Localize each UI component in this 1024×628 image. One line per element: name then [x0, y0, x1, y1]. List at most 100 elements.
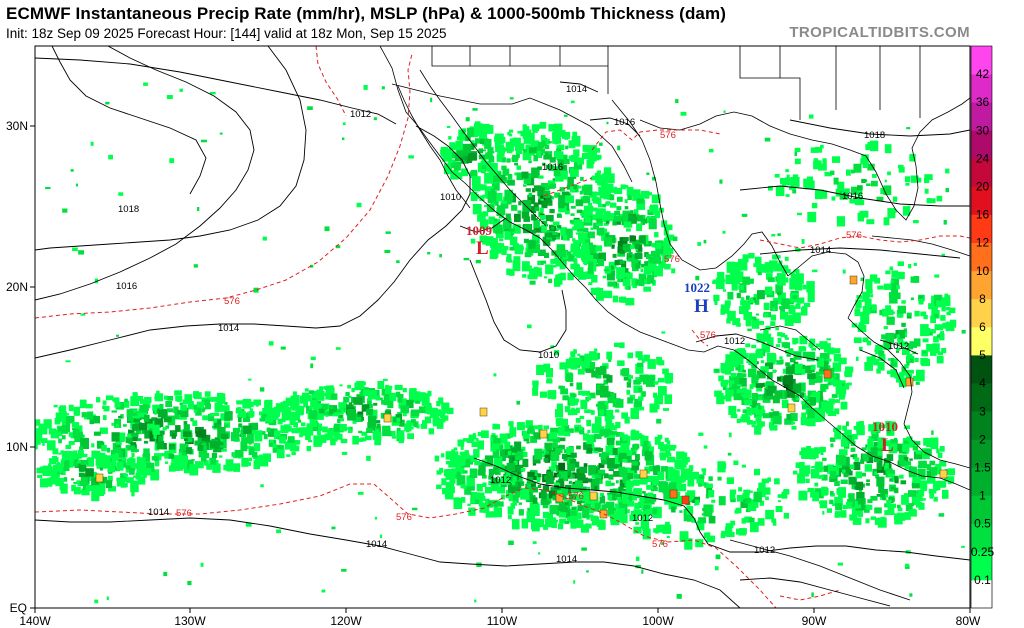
precip-cell [829, 437, 836, 442]
precip-cell [642, 491, 646, 494]
precip-cell [80, 437, 89, 449]
precip-cell [741, 518, 746, 524]
precip-cell [917, 465, 922, 469]
precip-cell [649, 403, 658, 413]
precip-cell [75, 437, 80, 441]
precip-cell [615, 503, 619, 507]
precip-cell [479, 138, 487, 144]
precip-cell [857, 513, 863, 517]
precip-cell [36, 467, 44, 474]
precip-core [939, 469, 948, 479]
precip-cell [339, 384, 343, 387]
precip-cell [396, 417, 400, 422]
precip-cell [183, 424, 190, 432]
precip-cell [531, 518, 535, 522]
precip-cell [559, 478, 564, 484]
precip-cell [834, 408, 840, 415]
precip-cell [814, 464, 820, 469]
precip-cell [580, 213, 584, 216]
precip-cell [769, 422, 775, 429]
precip-cell [738, 384, 742, 387]
precip-cell [180, 404, 187, 411]
precip-cell [529, 280, 536, 285]
precip-cell [740, 499, 748, 508]
precip-cell [721, 530, 727, 534]
precip-cell [579, 466, 588, 474]
precip-cell [514, 441, 522, 452]
precip-cell [783, 342, 790, 349]
precip-cell [728, 380, 735, 388]
precip-cell [633, 509, 642, 516]
contour-label-group: 1012 1014 1016 1018 1010 1016 1014 1018 … [116, 84, 909, 565]
precip-cell [450, 464, 455, 468]
lon-label: 120W [330, 614, 362, 628]
precip-cell [482, 482, 487, 487]
contour-label: 1016 [116, 281, 137, 292]
precip-cell [415, 400, 421, 404]
precip-cell [287, 440, 297, 449]
precip-cell [640, 193, 645, 199]
precip-cell [116, 461, 124, 471]
precip-cell [556, 474, 561, 478]
precip-cell [469, 468, 478, 478]
precip-cell [697, 242, 701, 246]
precip-cell [899, 377, 907, 388]
precip-cell [698, 432, 704, 436]
precip-cell [131, 434, 138, 442]
precip-cell [573, 580, 576, 584]
precip-cell [279, 445, 284, 450]
precip-cell [61, 470, 66, 475]
precip-cell [541, 137, 548, 145]
precip-cell [856, 492, 865, 501]
precip-cell [615, 409, 620, 413]
precip-cell [488, 475, 494, 480]
precip-cell [805, 302, 811, 307]
precip-cell [840, 510, 847, 518]
precip-cell [917, 468, 926, 480]
precip-cell [311, 391, 320, 399]
precip-cell [581, 547, 587, 551]
precip-cell [833, 375, 837, 378]
precip-cell [105, 101, 110, 105]
precip-cell [802, 284, 807, 290]
precip-cell [324, 226, 330, 232]
precip-cell [623, 237, 629, 242]
precip-cell [656, 524, 663, 533]
precip-cell [553, 123, 563, 136]
precip-cell [811, 470, 818, 477]
precip-cell [320, 435, 328, 441]
precip-cell [490, 188, 495, 192]
precip-cell [502, 465, 507, 472]
precip-cell [488, 151, 491, 155]
precip-cell [441, 478, 447, 486]
precip-cell [940, 315, 946, 321]
precip-cell [143, 448, 150, 454]
precip-cell [790, 358, 796, 363]
precip-cell [628, 375, 633, 379]
contour-label: 1014 [148, 507, 169, 518]
precip-cell [212, 425, 216, 429]
precip-cell [130, 442, 137, 448]
precip-cell [876, 196, 884, 202]
precip-cell [757, 272, 762, 276]
precip-cell [624, 185, 629, 189]
precip-cell [511, 519, 520, 530]
precip-cell [790, 177, 800, 187]
precip-cell [449, 142, 456, 150]
precip-cell [193, 409, 197, 413]
precip-cell [502, 219, 511, 229]
precip-cell [886, 316, 895, 325]
legend-swatch [971, 439, 992, 468]
precip-cell [874, 507, 882, 514]
precip-cell [63, 450, 72, 458]
precip-cell [816, 356, 820, 362]
precip-cell [588, 242, 593, 246]
precip-cell [506, 253, 512, 259]
precip-cell [725, 363, 730, 367]
precip-cell [641, 359, 645, 363]
precip-cell [880, 516, 886, 522]
precip-cell [631, 461, 639, 466]
precip-cell [377, 381, 385, 389]
precip-cell [796, 269, 800, 274]
precip-cell [873, 358, 880, 366]
